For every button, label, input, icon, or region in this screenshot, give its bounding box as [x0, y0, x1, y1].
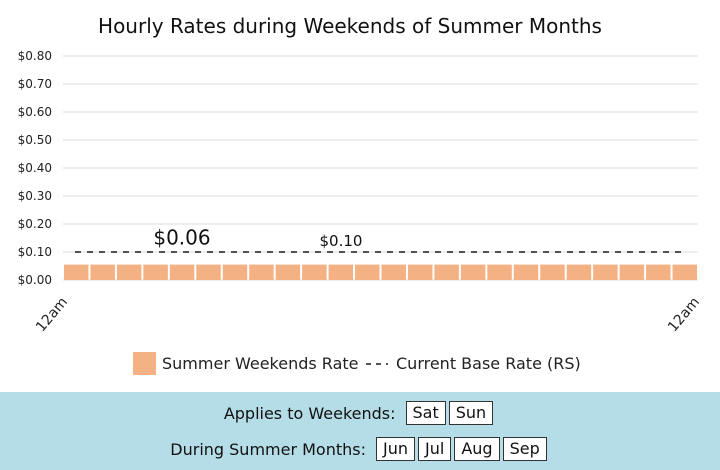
x-tick-label: 12am	[665, 294, 703, 335]
rate-bar	[302, 264, 327, 280]
y-tick-label: $0.30	[18, 189, 52, 203]
rate-bar	[566, 264, 592, 280]
weekends-label: Applies to Weekends:	[223, 403, 396, 423]
rate-bar	[222, 264, 248, 280]
rate-bar	[460, 264, 486, 280]
rate-bar	[646, 264, 671, 280]
rate-bar	[90, 264, 115, 280]
day-chip-sat: Sat	[405, 401, 446, 425]
x-tick-label: 12am	[33, 294, 71, 335]
y-tick-label: $0.20	[18, 217, 52, 231]
rate-bar	[513, 264, 539, 280]
rate-bar	[196, 264, 221, 280]
rate-bar	[540, 264, 565, 280]
rate-bar	[249, 264, 274, 280]
month-chip-aug: Aug	[454, 437, 500, 461]
rate-bar	[619, 264, 645, 280]
rate-bar	[328, 264, 354, 280]
weekends-row: Applies to Weekends: Sat Sun	[0, 401, 720, 425]
rate-bar	[407, 264, 433, 280]
base-rate-value-label: $0.10	[320, 232, 363, 250]
rate-value-label: $0.06	[153, 226, 210, 250]
day-chip-sun: Sun	[448, 401, 494, 425]
rate-bar	[143, 264, 168, 280]
rate-bar	[64, 264, 89, 280]
rate-bar	[381, 264, 406, 280]
rate-bar	[355, 264, 380, 280]
chart-title: Hourly Rates during Weekends of Summer M…	[98, 14, 602, 38]
y-tick-label: $0.60	[18, 105, 52, 119]
chart-svg: Hourly Rates during Weekends of Summer M…	[18, 14, 703, 375]
rate-bar	[116, 264, 142, 280]
months-row: During Summer Months: Jun Jul Aug Sep	[0, 437, 720, 461]
rate-bar	[672, 264, 697, 280]
legend-label-base: Current Base Rate (RS)	[396, 354, 581, 373]
y-tick-label: $0.40	[18, 161, 52, 175]
rate-bar	[275, 264, 301, 280]
rate-bar	[487, 264, 512, 280]
chart-area: Hourly Rates during Weekends of Summer M…	[17, 14, 704, 375]
legend-swatch-rate	[133, 352, 156, 375]
y-tick-label: $0.50	[18, 133, 52, 147]
rate-bar	[593, 264, 618, 280]
month-chip-sep: Sep	[502, 437, 547, 461]
y-tick-label: $0.00	[18, 273, 52, 287]
rate-bar	[169, 264, 195, 280]
month-chip-jun: Jun	[376, 437, 415, 461]
footer-panel: Applies to Weekends: Sat Sun During Summ…	[0, 392, 720, 470]
legend-label-rate: Summer Weekends Rate	[162, 354, 359, 373]
months-label: During Summer Months:	[170, 439, 366, 459]
y-tick-label: $0.70	[18, 77, 52, 91]
y-tick-label: $0.10	[18, 245, 52, 259]
y-tick-label: $0.80	[18, 49, 52, 63]
month-chip-jul: Jul	[418, 437, 452, 461]
rate-bar	[434, 264, 459, 280]
